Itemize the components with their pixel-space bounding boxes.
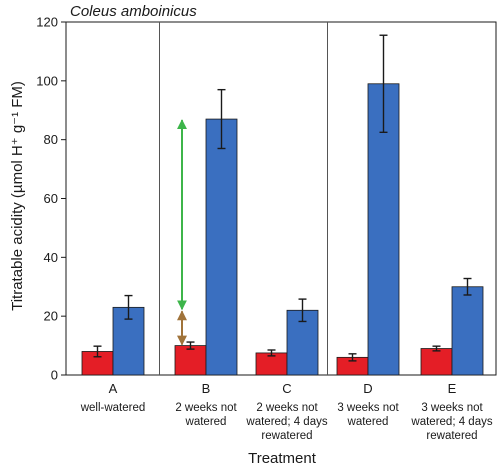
y-tick-label-60: 60 [44, 191, 58, 206]
chart-title: Coleus amboinicus [70, 3, 197, 20]
category-desc-C-1: 2 weeks not [256, 402, 318, 414]
y-tick-label-100: 100 [36, 73, 58, 88]
category-label-B: B [202, 381, 211, 396]
y-tick-label-120: 120 [36, 15, 58, 30]
category-desc-D-2: watered [347, 416, 389, 428]
y-tick-label-80: 80 [44, 132, 58, 147]
bar-D-series-2 [367, 83, 400, 376]
bar-E-series-1 [420, 348, 453, 376]
bar-B-series-1 [174, 345, 207, 376]
category-label-D: D [363, 381, 372, 396]
y-tick-label-0: 0 [51, 368, 58, 383]
category-label-C: C [282, 381, 291, 396]
category-label-E: E [448, 381, 457, 396]
x-axis-title: Treatment [248, 450, 317, 467]
bar-B-series-2 [205, 118, 238, 376]
category-desc-E-2: watered; 4 days [410, 416, 492, 428]
category-label-A: A [109, 381, 118, 396]
category-desc-E-3: rewatered [426, 430, 477, 442]
category-desc-B-1: 2 weeks not [175, 402, 237, 414]
y-tick-label-40: 40 [44, 250, 58, 265]
category-desc-A-1: well-watered [80, 402, 146, 414]
category-desc-C-2: watered; 4 days [245, 416, 327, 428]
y-tick-label-20: 20 [44, 309, 58, 324]
y-axis-title: Titratable acidity (µmol H⁺ g⁻¹ FM) [9, 81, 26, 311]
category-desc-D-1: 3 weeks not [337, 402, 399, 414]
bar-E-series-2 [451, 286, 484, 376]
category-desc-E-1: 3 weeks not [421, 402, 483, 414]
category-desc-C-3: rewatered [261, 430, 312, 442]
category-desc-B-2: watered [185, 416, 227, 428]
